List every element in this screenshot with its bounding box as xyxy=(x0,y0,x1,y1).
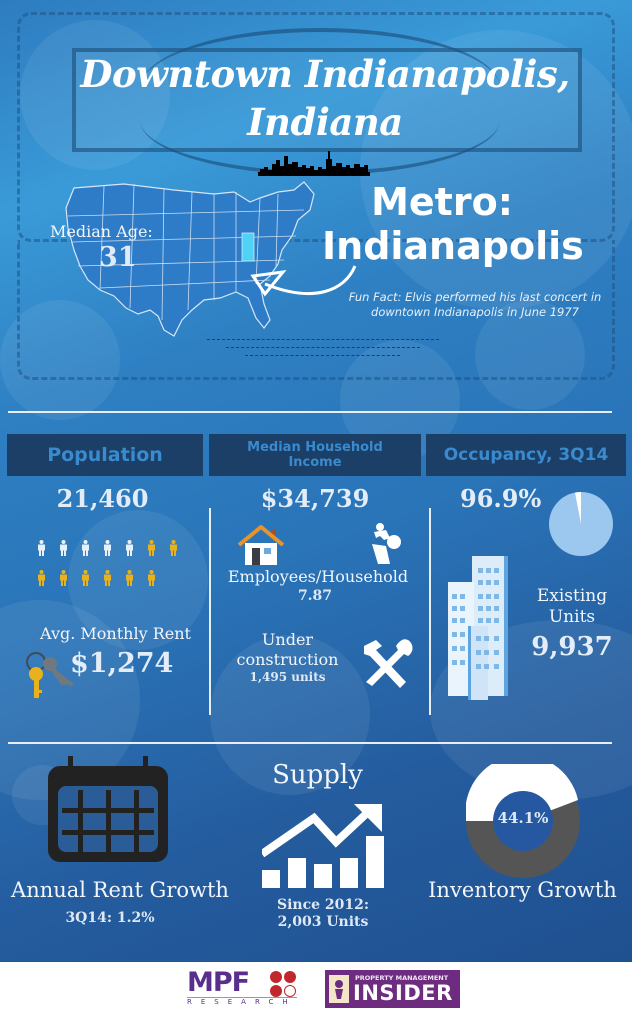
supply-since-text: Since 2012: 2,003 Units xyxy=(258,897,388,931)
section-divider xyxy=(8,742,612,744)
growth-chart-icon xyxy=(262,804,384,888)
median-age-value: 31 xyxy=(99,242,137,273)
fun-fact-line-1: Fun Fact: Elvis performed his last conce… xyxy=(348,290,602,304)
rent-value: $1,274 xyxy=(70,648,174,679)
supply-title: Supply xyxy=(272,760,363,790)
pmi-owl-icon xyxy=(329,975,349,1003)
median-age-label: Median Age: xyxy=(50,222,153,241)
column-divider xyxy=(209,508,211,715)
person-icon-white xyxy=(38,540,45,556)
person-icon-yellow xyxy=(60,570,67,586)
background-bubble xyxy=(20,20,170,170)
calendar-icon xyxy=(48,756,168,862)
population-people-icons xyxy=(36,540,186,600)
background-bubble xyxy=(210,635,370,795)
population-heading-text: Population xyxy=(47,444,163,466)
curved-arrow-icon xyxy=(250,265,357,297)
section-divider xyxy=(8,411,612,413)
construction-label: Under construction xyxy=(215,630,360,670)
occupancy-heading: Occupancy, 3Q14 xyxy=(426,434,626,476)
background-bubble xyxy=(475,300,585,410)
us-map xyxy=(65,181,315,337)
infographic-poster: Downtown Indianapolis, Indiana Median Ag… xyxy=(0,0,632,962)
construction-label-line-1: Under xyxy=(261,630,314,649)
buildings-icon xyxy=(448,556,508,700)
occupancy-value: 96.9% xyxy=(460,484,542,513)
dotted-rule xyxy=(226,347,420,348)
occupancy-pie-chart xyxy=(549,492,613,556)
person-icon-white xyxy=(82,540,89,556)
metro-heading: Metro: Indianapolis xyxy=(322,180,584,268)
hammer-wrench-icon xyxy=(364,639,413,688)
person-icon-yellow xyxy=(148,570,155,586)
rent-label: Avg. Monthly Rent xyxy=(40,624,191,643)
keys-icon xyxy=(26,652,74,698)
inventory-growth-value: 44.1% xyxy=(497,809,549,827)
income-heading-text: Median Household Income xyxy=(247,440,383,470)
background-bubble xyxy=(68,510,208,650)
metro-line-2: Indianapolis xyxy=(322,224,584,268)
employees-value: 7.87 xyxy=(297,588,333,604)
population-value: 21,460 xyxy=(56,484,149,513)
construction-label-line-2: construction xyxy=(236,650,339,669)
supply-line-1: Since 2012: xyxy=(276,897,370,913)
title-banner-arc xyxy=(140,28,500,88)
owl-icon xyxy=(335,980,343,999)
indiana-highlight xyxy=(241,232,255,262)
existing-label-line-1: Existing xyxy=(536,586,608,606)
person-icon-white xyxy=(104,540,111,556)
mpf-research-logo: MPF RESEARCH xyxy=(187,968,302,1008)
annual-rent-growth-label: Annual Rent Growth xyxy=(11,878,229,902)
existing-label-line-2: Units xyxy=(548,607,596,627)
page-title: Downtown Indianapolis, Indiana xyxy=(70,50,580,146)
property-management-insider-logo: PROPERTY MANAGEMENT INSIDER xyxy=(325,970,460,1008)
title-line-2: Indiana xyxy=(247,100,403,144)
pmi-top-text: PROPERTY MANAGEMENT xyxy=(355,974,449,982)
person-icon-white xyxy=(126,540,133,556)
person-icon-yellow xyxy=(148,540,155,556)
dotted-rule xyxy=(245,355,400,356)
fun-fact: Fun Fact: Elvis performed his last conce… xyxy=(330,290,620,320)
footer xyxy=(0,962,632,1019)
person-icon-yellow xyxy=(170,540,177,556)
background-bubble xyxy=(0,300,120,420)
income-heading: Median Household Income xyxy=(209,434,421,476)
employees-label: Employees/Household xyxy=(227,567,409,586)
person-icon-white xyxy=(60,540,67,556)
title-line-1: Downtown Indianapolis, xyxy=(80,52,570,96)
income-value: $34,739 xyxy=(260,484,370,513)
supply-line-2: 2,003 Units xyxy=(277,914,369,930)
population-heading: Population xyxy=(7,434,203,476)
parent-child-icon xyxy=(372,523,401,564)
city-skyline-icon xyxy=(258,151,370,176)
house-icon xyxy=(237,525,285,565)
inventory-growth-label: Inventory Growth xyxy=(428,878,617,902)
mpf-subtitle: RESEARCH xyxy=(187,998,297,1006)
header-dashed-frame-bottom xyxy=(17,240,615,380)
header-dashed-frame xyxy=(17,12,615,242)
mpf-logo-text: MPF xyxy=(187,967,250,998)
pmi-main-text: INSIDER xyxy=(353,981,453,1005)
existing-units-value: 9,937 xyxy=(531,632,613,662)
person-icon-yellow xyxy=(104,570,111,586)
occupancy-heading-text: Occupancy, 3Q14 xyxy=(443,445,609,465)
construction-value: 1,495 units xyxy=(249,670,326,684)
existing-units-label: Existing Units xyxy=(522,586,622,628)
annual-rent-growth-value: 3Q14: 1.2% xyxy=(65,910,155,926)
column-divider xyxy=(429,508,431,715)
inventory-donut-chart xyxy=(466,764,580,878)
mpf-dots-icon xyxy=(270,971,296,997)
person-icon-yellow xyxy=(126,570,133,586)
person-icon-yellow xyxy=(82,570,89,586)
fun-fact-line-2: downtown Indianapolis in June 1977 xyxy=(371,305,579,319)
metro-line-1: Metro: xyxy=(371,180,513,224)
person-icon-yellow xyxy=(38,570,45,586)
mpf-rule xyxy=(187,997,297,998)
dotted-rule xyxy=(207,339,439,340)
